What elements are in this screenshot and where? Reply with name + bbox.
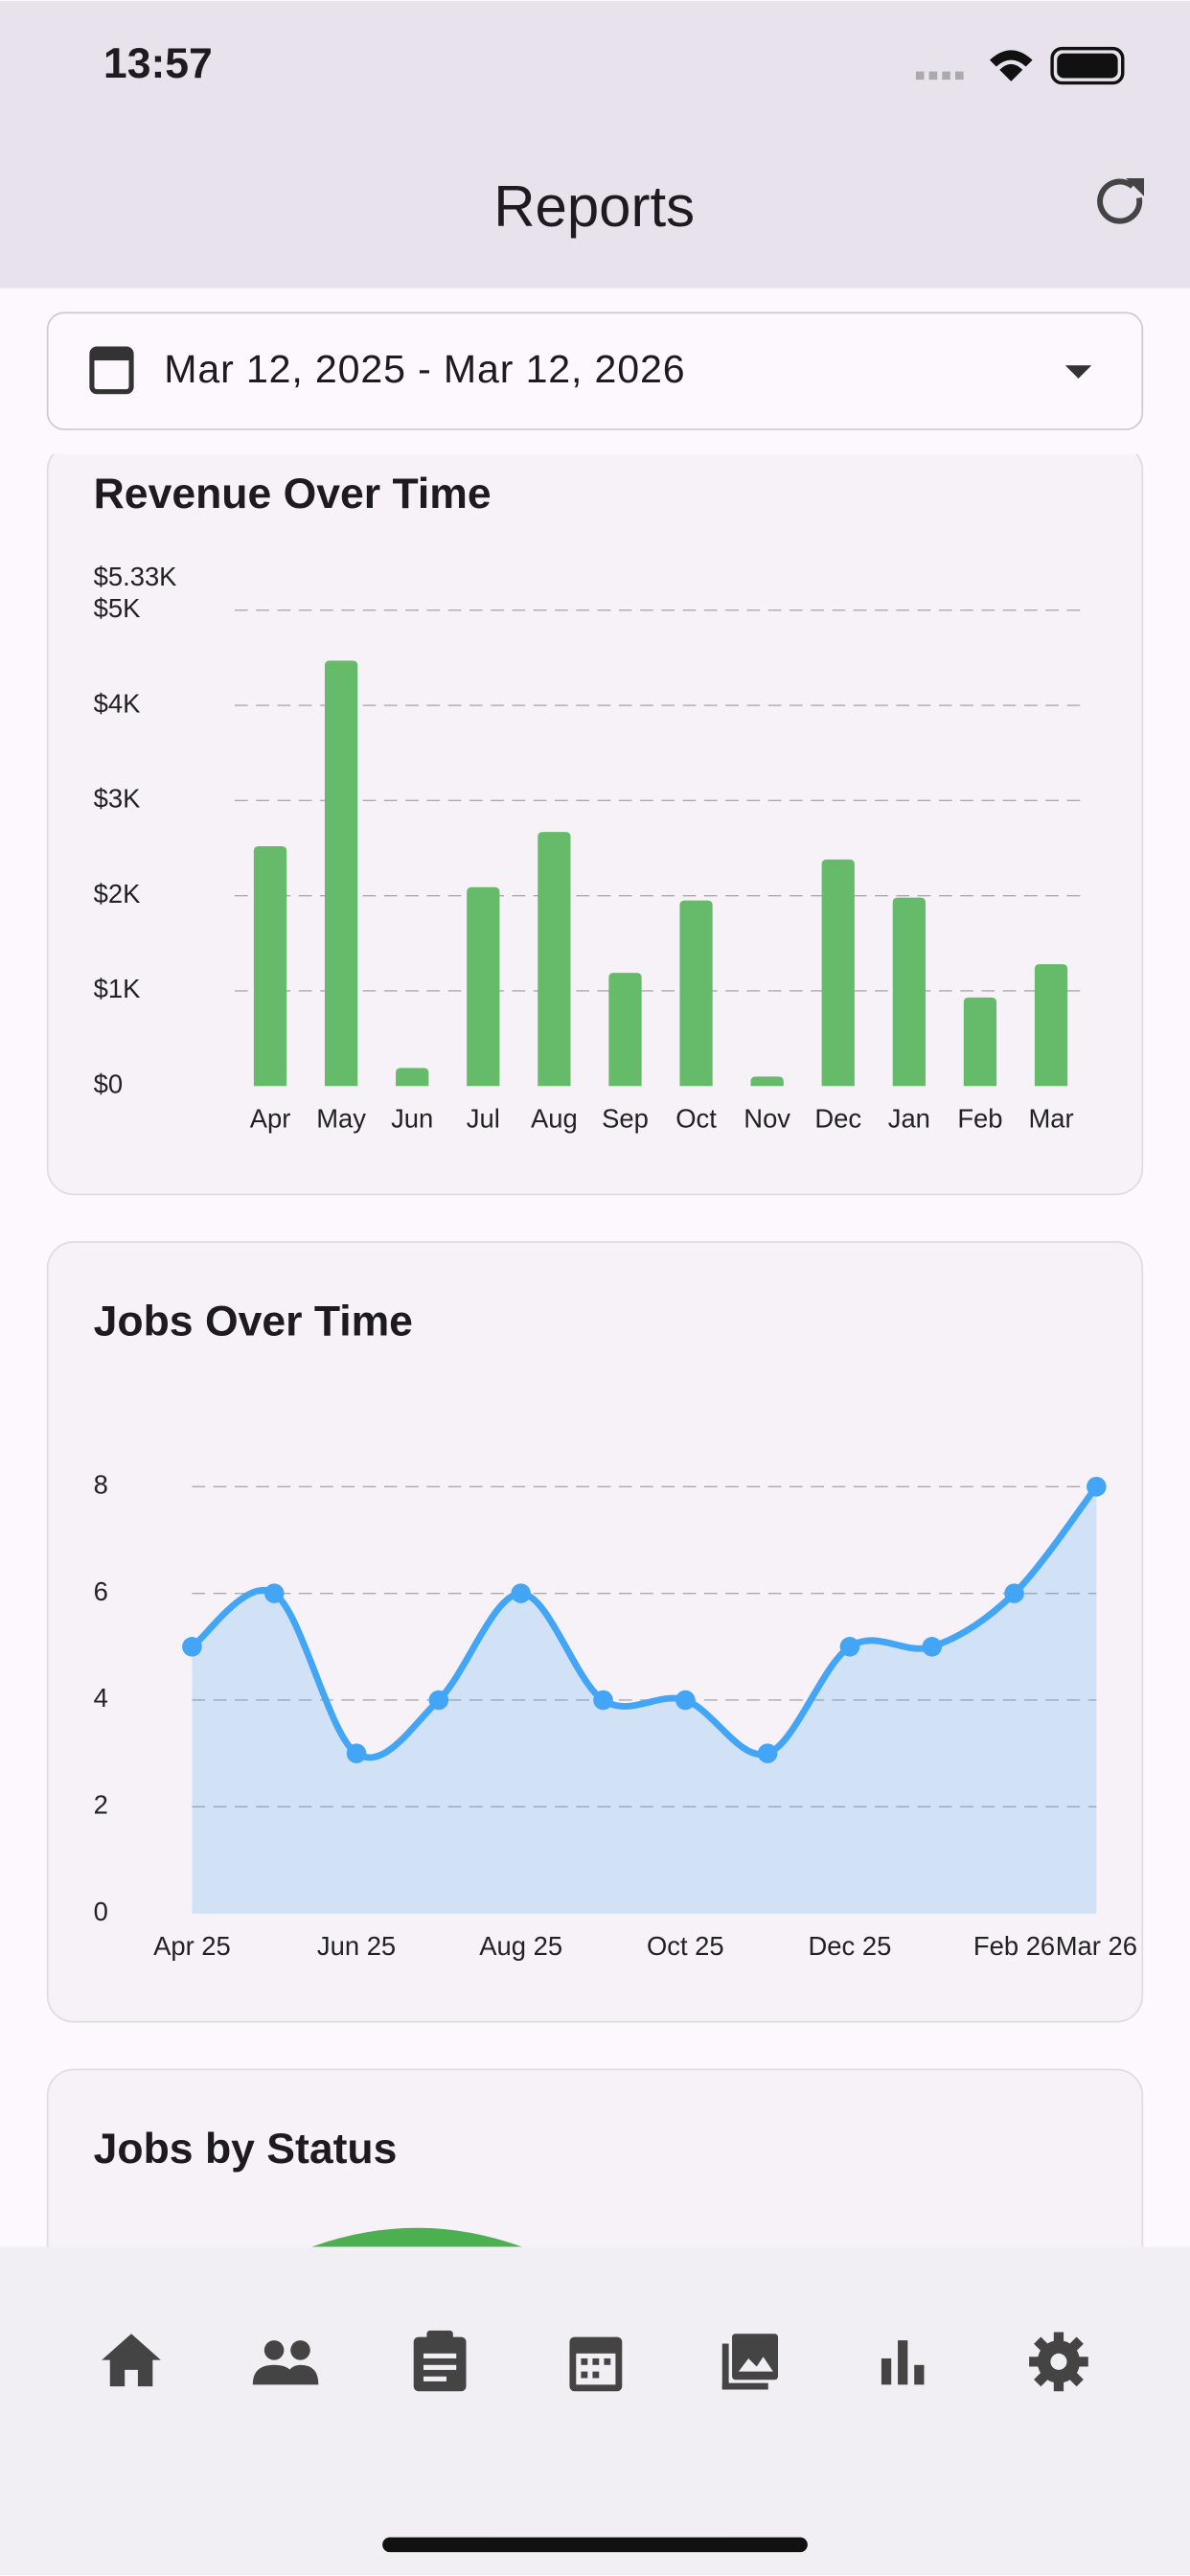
- point: [182, 1637, 202, 1657]
- bar: [324, 660, 358, 1087]
- nav-clients[interactable]: [252, 2340, 319, 2385]
- bar: [679, 900, 713, 1087]
- nav-reports[interactable]: [881, 2340, 925, 2385]
- x-tick-label: Dec 25: [809, 1931, 892, 1961]
- calendar-icon-top: [91, 349, 132, 361]
- bar: [396, 1068, 429, 1087]
- x-tick-label: Apr: [250, 1103, 291, 1133]
- bar: [253, 846, 287, 1087]
- nav-settings[interactable]: [1029, 2332, 1088, 2392]
- nav-jobs[interactable]: [413, 2330, 467, 2392]
- bar: [821, 859, 855, 1087]
- x-tick-label: Dec: [814, 1103, 861, 1133]
- y-tick-label: 2: [94, 1790, 108, 1820]
- x-tick-label: Aug 25: [479, 1931, 562, 1961]
- date-range-picker[interactable]: Mar 12, 2025 - Mar 12, 2026: [46, 311, 1144, 430]
- x-tick-label: Jul: [467, 1103, 500, 1133]
- y-tick-label: $0: [94, 1070, 123, 1099]
- y-tick-label: 0: [94, 1897, 108, 1926]
- point: [593, 1690, 613, 1711]
- point: [1004, 1583, 1024, 1603]
- point: [1087, 1477, 1107, 1497]
- point: [263, 1583, 285, 1603]
- bar: [1034, 964, 1068, 1087]
- point: [757, 1743, 778, 1763]
- y-tick-label: $1K: [94, 974, 141, 1003]
- battery: [1050, 46, 1125, 85]
- page-title: Reports: [493, 174, 695, 239]
- x-tick-label: Nov: [744, 1103, 790, 1133]
- date-range: Mar 12, 2025 - Mar 12, 2026: [164, 347, 685, 391]
- x-tick-label: Mar 26: [1056, 1931, 1137, 1961]
- point: [428, 1690, 449, 1711]
- point: [675, 1690, 696, 1711]
- divider: [0, 430, 1190, 454]
- point: [511, 1583, 531, 1603]
- date-field: [46, 311, 1144, 430]
- x-tick-label: Jun 25: [317, 1931, 396, 1961]
- section-title: Jobs by Status: [94, 2126, 398, 2173]
- point: [922, 1637, 943, 1657]
- bar: [963, 997, 997, 1087]
- y-tick-label: $2K: [94, 879, 141, 908]
- x-tick-label: Mar: [1028, 1103, 1073, 1133]
- x-tick-label: Feb 26: [973, 1931, 1055, 1961]
- charts: Revenue Over Time $0 $1K $2K $3K $4K $5K$5.33K…: [94, 471, 1137, 1961]
- y-tick-label: $4K: [94, 688, 141, 718]
- y-tick-label: 6: [94, 1576, 108, 1606]
- battery-level: [1057, 53, 1118, 79]
- y-tick-label: $5K: [94, 593, 141, 623]
- x-tick-label: May: [316, 1103, 366, 1133]
- bottom-nav: [0, 2246, 1190, 2576]
- card: [46, 1241, 1144, 2023]
- app-bar-bg: [0, 0, 1190, 288]
- dropdown-arrow: [1064, 365, 1092, 379]
- refresh-button[interactable]: [1097, 177, 1145, 224]
- chart-title: Jobs Over Time: [94, 1298, 413, 1345]
- signal: [915, 71, 964, 80]
- x-tick-label: Aug: [531, 1103, 578, 1133]
- status-time: 13:57: [103, 40, 213, 87]
- point: [346, 1743, 367, 1763]
- nav-photos[interactable]: [721, 2334, 779, 2390]
- nav-schedule[interactable]: [569, 2336, 623, 2392]
- chart-title: Revenue Over Time: [94, 471, 492, 518]
- bar: [538, 832, 571, 1087]
- x-tick-label: Jun: [391, 1103, 433, 1133]
- x-tick-label: Feb: [957, 1103, 1002, 1133]
- home-indicator: [382, 2537, 808, 2553]
- bar: [608, 973, 642, 1087]
- x-tick-label: Sep: [602, 1103, 649, 1133]
- bar: [892, 897, 926, 1087]
- x-tick-label: Jan: [888, 1103, 930, 1133]
- x-tick-label: Oct: [675, 1103, 717, 1133]
- y-tick-label: $3K: [94, 784, 141, 814]
- wifi-icon: [990, 50, 1033, 81]
- x-tick-label: Apr 25: [153, 1931, 231, 1961]
- point: [839, 1637, 860, 1657]
- bar: [467, 886, 500, 1087]
- y-tick-label: $5.33K: [94, 562, 177, 591]
- x-tick-label: Oct 25: [647, 1931, 724, 1961]
- y-tick-label: 4: [94, 1683, 108, 1713]
- bar: [750, 1076, 784, 1087]
- area: [192, 1486, 1097, 1914]
- y-tick-label: 8: [94, 1470, 108, 1500]
